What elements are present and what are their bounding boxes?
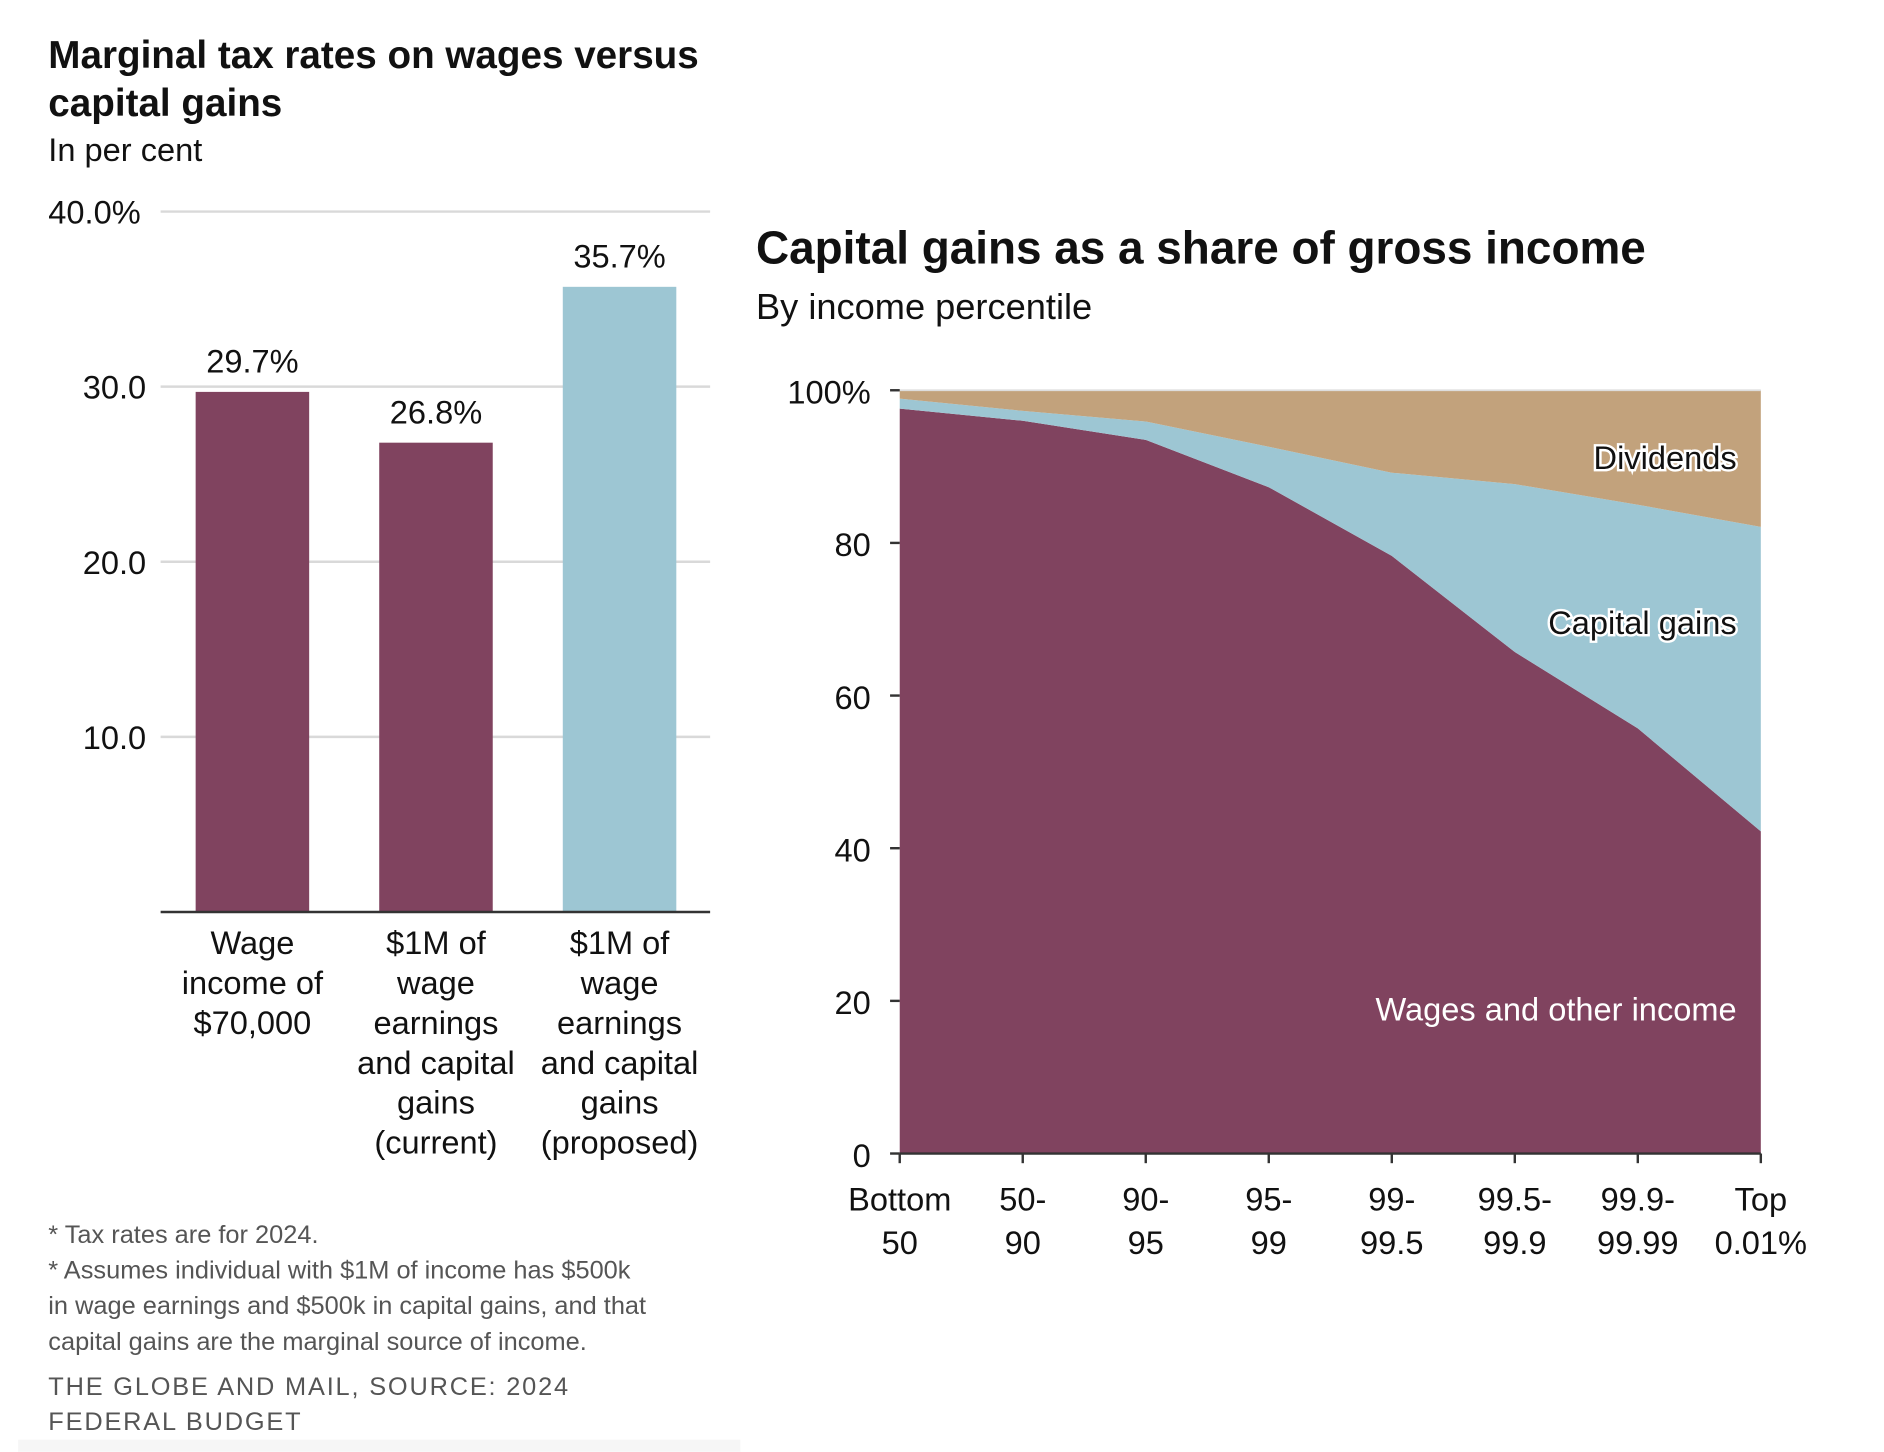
area-wages-and-other-income bbox=[899, 408, 1761, 1154]
x-tick-label: 99.9- bbox=[1601, 1180, 1675, 1217]
footnote: in wage earnings and $500k in capital ga… bbox=[48, 1292, 646, 1320]
bar-data-label: 26.8% bbox=[390, 393, 482, 430]
x-tick-label: Bottom bbox=[848, 1180, 951, 1217]
x-tick-label: 95- bbox=[1245, 1180, 1292, 1217]
x-category-label: $1M of bbox=[570, 924, 671, 961]
x-tick-label: 99.9 bbox=[1483, 1224, 1546, 1261]
footnote: * Tax rates are for 2024. bbox=[48, 1221, 318, 1249]
left-chart: Marginal tax rates on wages versus capit… bbox=[18, 34, 741, 1452]
x-category-label: earnings bbox=[557, 1004, 682, 1041]
x-category-label: $70,000 bbox=[193, 1004, 311, 1041]
bar-data-label: 29.7% bbox=[206, 343, 298, 380]
x-tick-label: 90- bbox=[1122, 1180, 1169, 1217]
left-chart-subtitle: In per cent bbox=[48, 131, 202, 168]
y-tick-label: 10.0 bbox=[83, 719, 146, 756]
x-category-label: and capital bbox=[541, 1044, 699, 1081]
x-category-label: Wage bbox=[210, 924, 294, 961]
x-category-label: $1M of bbox=[386, 924, 487, 961]
series-label: Capital gains bbox=[1548, 604, 1736, 641]
footer-bar bbox=[18, 1439, 741, 1452]
x-tick-label: 90 bbox=[1005, 1224, 1041, 1261]
right-chart-subtitle: By income percentile bbox=[756, 286, 1092, 327]
x-tick-label: 99.5- bbox=[1478, 1180, 1552, 1217]
left-chart-title-line2: capital gains bbox=[48, 82, 282, 125]
y-tick-label: 30.0 bbox=[83, 369, 146, 406]
series-label: Dividends bbox=[1594, 439, 1737, 476]
bar-data-label: 35.7% bbox=[573, 237, 665, 274]
y-tick-label: 60 bbox=[834, 679, 870, 716]
right-chart-title: Capital gains as a share of gross income bbox=[756, 221, 1646, 273]
y-tick-label: 80 bbox=[834, 526, 870, 563]
y-tick-label: 0 bbox=[853, 1137, 871, 1174]
x-tick-label: Top bbox=[1735, 1180, 1788, 1217]
x-tick-label: 99.99 bbox=[1597, 1224, 1679, 1261]
bar bbox=[379, 442, 493, 912]
series-label: Wages and other income bbox=[1376, 991, 1737, 1028]
x-tick-label: 99- bbox=[1368, 1180, 1415, 1217]
x-category-label: earnings bbox=[373, 1004, 498, 1041]
x-tick-label: 95 bbox=[1128, 1224, 1164, 1261]
footnote: * Assumes individual with $1M of income … bbox=[48, 1257, 630, 1285]
x-category-label: gains bbox=[397, 1084, 475, 1121]
x-category-label: gains bbox=[581, 1084, 659, 1121]
x-category-label: wage bbox=[580, 964, 659, 1001]
x-category-label: and capital bbox=[357, 1044, 515, 1081]
bar bbox=[562, 286, 677, 912]
y-tick-label: 20 bbox=[834, 984, 870, 1021]
x-tick-label: 50 bbox=[882, 1224, 918, 1261]
source-credit: THE GLOBE AND MAIL, SOURCE: 2024 bbox=[48, 1373, 570, 1401]
x-tick-label: 99.5 bbox=[1360, 1224, 1423, 1261]
bar bbox=[195, 391, 310, 912]
footnote: capital gains are the marginal source of… bbox=[48, 1328, 586, 1356]
y-tick-label: 40 bbox=[834, 832, 870, 869]
x-category-label: wage bbox=[396, 964, 475, 1001]
y-tick-label: 100% bbox=[787, 374, 870, 411]
y-tick-label: 40.0% bbox=[48, 194, 140, 231]
area-capital-gains bbox=[899, 398, 1761, 832]
x-tick-label: 0.01% bbox=[1715, 1224, 1807, 1261]
right-chart: Capital gains as a share of gross income… bbox=[756, 221, 1807, 1260]
area-dividends bbox=[899, 390, 1761, 527]
x-tick-label: 50- bbox=[999, 1180, 1046, 1217]
source-credit: FEDERAL BUDGET bbox=[48, 1408, 302, 1436]
left-chart-title-line1: Marginal tax rates on wages versus bbox=[48, 34, 698, 77]
x-category-label: (proposed) bbox=[541, 1124, 699, 1161]
x-tick-label: 99 bbox=[1251, 1224, 1287, 1261]
x-category-label: (current) bbox=[374, 1124, 497, 1161]
x-category-label: income of bbox=[182, 964, 324, 1001]
y-tick-label: 20.0 bbox=[83, 544, 146, 581]
